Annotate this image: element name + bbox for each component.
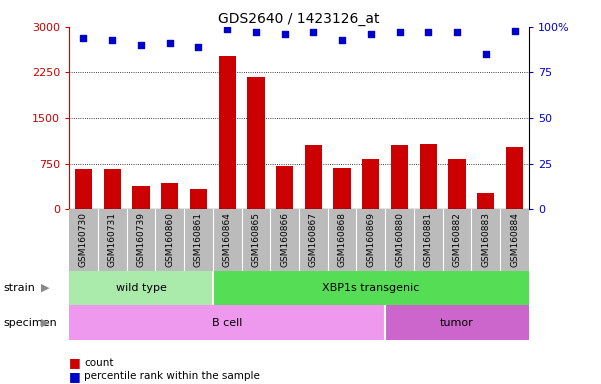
Point bbox=[108, 36, 117, 43]
Text: specimen: specimen bbox=[3, 318, 56, 328]
Point bbox=[308, 29, 318, 35]
Bar bbox=[276, 166, 293, 209]
Text: ▶: ▶ bbox=[41, 318, 49, 328]
Text: GSM160869: GSM160869 bbox=[367, 212, 376, 267]
Point bbox=[510, 28, 519, 34]
Text: GSM160865: GSM160865 bbox=[251, 212, 260, 267]
Point bbox=[337, 36, 347, 43]
Bar bbox=[305, 146, 322, 209]
Bar bbox=[471, 209, 500, 271]
Bar bbox=[103, 169, 121, 209]
Point bbox=[222, 26, 232, 32]
Text: GSM160739: GSM160739 bbox=[136, 212, 145, 267]
Bar bbox=[356, 209, 385, 271]
Text: GSM160860: GSM160860 bbox=[165, 212, 174, 267]
Bar bbox=[414, 209, 443, 271]
Text: GSM160867: GSM160867 bbox=[309, 212, 318, 267]
Bar bbox=[75, 169, 92, 209]
Text: ▶: ▶ bbox=[41, 283, 49, 293]
Point bbox=[251, 29, 261, 35]
Text: GSM160868: GSM160868 bbox=[338, 212, 347, 267]
Point bbox=[280, 31, 290, 37]
Bar bbox=[506, 147, 523, 209]
Point bbox=[165, 40, 174, 46]
Bar bbox=[385, 209, 414, 271]
Point bbox=[452, 29, 462, 35]
Bar bbox=[69, 209, 98, 271]
Bar bbox=[127, 209, 155, 271]
Bar bbox=[184, 209, 213, 271]
Bar bbox=[391, 146, 408, 209]
Text: B cell: B cell bbox=[212, 318, 242, 328]
Point bbox=[194, 44, 203, 50]
Text: GSM160882: GSM160882 bbox=[453, 212, 462, 267]
Bar bbox=[270, 209, 299, 271]
Text: GSM160866: GSM160866 bbox=[280, 212, 289, 267]
Bar bbox=[213, 271, 529, 305]
Point bbox=[424, 29, 433, 35]
Bar bbox=[385, 305, 529, 340]
Text: count: count bbox=[84, 358, 114, 368]
Bar bbox=[500, 209, 529, 271]
Bar bbox=[98, 209, 127, 271]
Text: tumor: tumor bbox=[440, 318, 474, 328]
Bar bbox=[247, 77, 264, 209]
Bar bbox=[132, 186, 150, 209]
Text: ■: ■ bbox=[69, 370, 81, 383]
Bar bbox=[419, 144, 437, 209]
Text: XBP1s transgenic: XBP1s transgenic bbox=[322, 283, 419, 293]
Text: wild type: wild type bbox=[115, 283, 166, 293]
Bar bbox=[448, 159, 466, 209]
Text: GSM160883: GSM160883 bbox=[481, 212, 490, 267]
Text: GSM160881: GSM160881 bbox=[424, 212, 433, 267]
Bar bbox=[242, 209, 270, 271]
Bar bbox=[362, 159, 379, 209]
Bar bbox=[328, 209, 356, 271]
Point bbox=[79, 35, 88, 41]
Text: percentile rank within the sample: percentile rank within the sample bbox=[84, 371, 260, 381]
Bar bbox=[219, 56, 236, 209]
Text: GSM160864: GSM160864 bbox=[222, 212, 231, 267]
Bar bbox=[69, 305, 385, 340]
Bar bbox=[443, 209, 471, 271]
Bar bbox=[334, 168, 351, 209]
Text: ■: ■ bbox=[69, 356, 81, 369]
Bar bbox=[190, 189, 207, 209]
Point bbox=[366, 31, 376, 37]
Bar bbox=[155, 209, 184, 271]
Text: strain: strain bbox=[3, 283, 35, 293]
Bar bbox=[477, 193, 495, 209]
Bar bbox=[161, 183, 178, 209]
Text: GSM160880: GSM160880 bbox=[395, 212, 404, 267]
Bar bbox=[299, 209, 328, 271]
Point bbox=[136, 42, 146, 48]
Text: GSM160861: GSM160861 bbox=[194, 212, 203, 267]
Text: GSM160731: GSM160731 bbox=[108, 212, 117, 267]
Text: GSM160884: GSM160884 bbox=[510, 212, 519, 267]
Title: GDS2640 / 1423126_at: GDS2640 / 1423126_at bbox=[218, 12, 380, 26]
Bar bbox=[213, 209, 242, 271]
Point bbox=[395, 29, 404, 35]
Point bbox=[481, 51, 490, 57]
Bar bbox=[69, 271, 213, 305]
Text: GSM160730: GSM160730 bbox=[79, 212, 88, 267]
